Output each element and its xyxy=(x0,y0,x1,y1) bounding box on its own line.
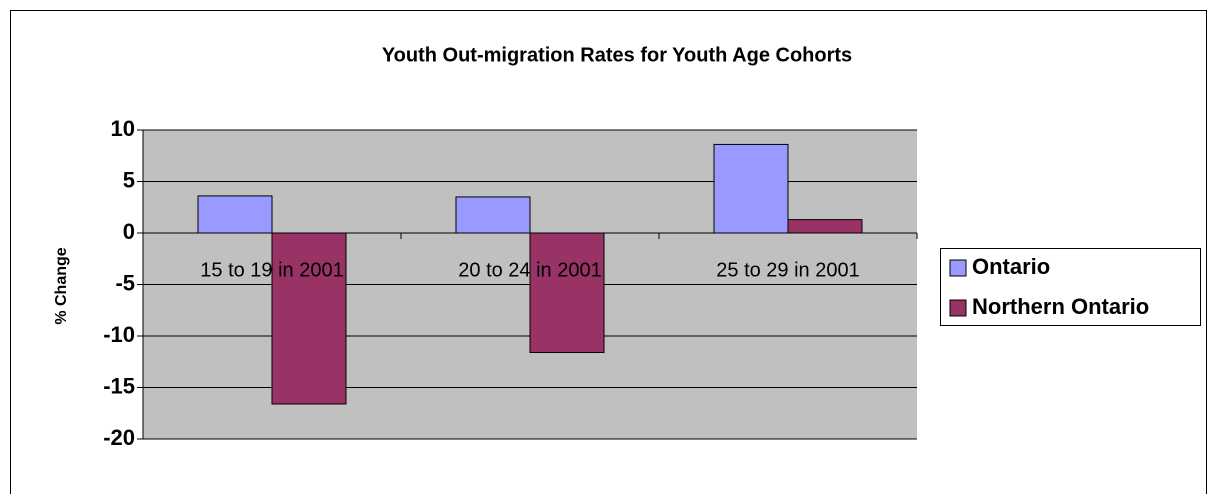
x-tick-label: 15 to 19 in 2001 xyxy=(200,259,343,281)
bar xyxy=(529,232,605,353)
chart-title: Youth Out-migration Rates for Youth Age … xyxy=(382,44,852,66)
x-tick-label: 20 to 24 in 2001 xyxy=(458,259,601,281)
x-tick-label: 25 to 29 in 2001 xyxy=(716,259,859,281)
y-tick-label: -10 xyxy=(103,322,135,347)
legend-swatch xyxy=(949,299,967,317)
bar xyxy=(713,143,789,234)
legend-box xyxy=(940,248,1201,326)
bar xyxy=(197,195,273,234)
y-tick-label: -20 xyxy=(103,425,135,450)
bar xyxy=(271,232,347,405)
y-axis-label: % Change xyxy=(53,247,70,324)
y-tick-label: -5 xyxy=(115,270,135,295)
bar xyxy=(787,219,863,234)
y-tick-label: 0 xyxy=(123,219,135,244)
y-tick-label: 10 xyxy=(111,116,135,141)
y-tick-label: 5 xyxy=(123,167,135,192)
legend-label: Ontario xyxy=(972,254,1050,279)
legend-label: Northern Ontario xyxy=(972,294,1149,319)
legend-swatch xyxy=(949,259,967,277)
y-tick-label: -15 xyxy=(103,373,135,398)
bar xyxy=(455,196,531,234)
